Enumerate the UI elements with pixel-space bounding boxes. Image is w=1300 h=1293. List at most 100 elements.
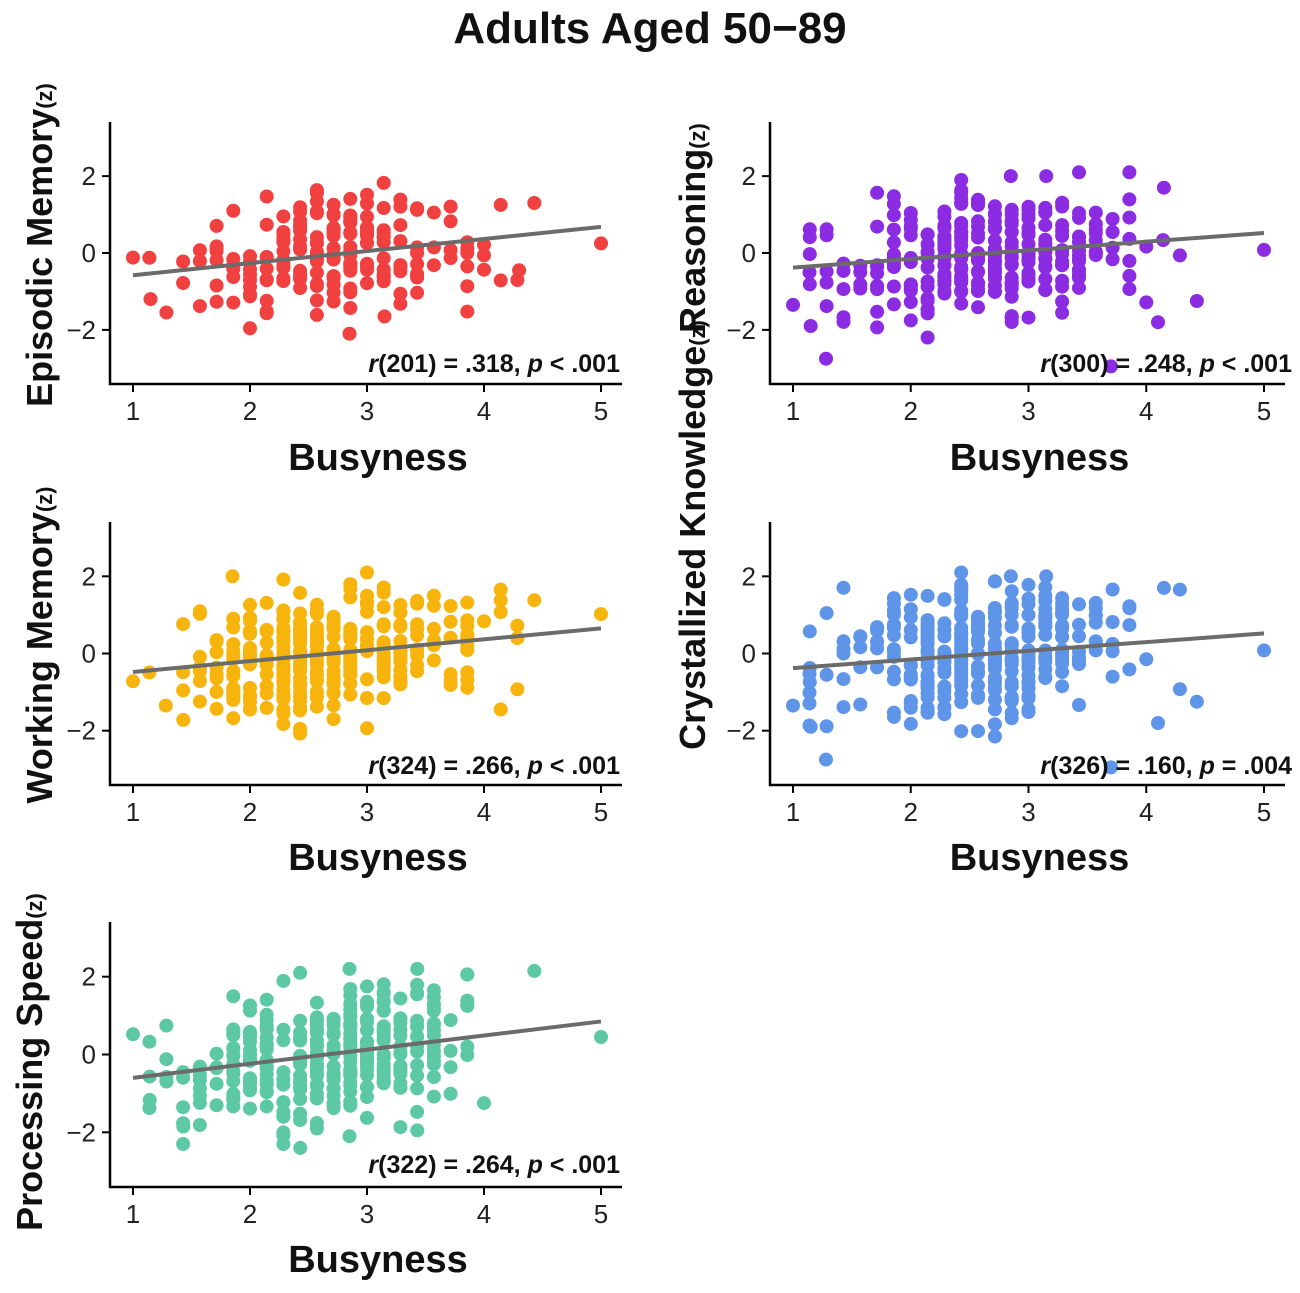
- r-symbol: r: [368, 752, 379, 780]
- data-point: [1038, 218, 1053, 233]
- data-point: [886, 628, 901, 643]
- data-point: [1122, 268, 1137, 283]
- x-tick-label: 2: [243, 1199, 257, 1229]
- data-point: [1004, 638, 1019, 653]
- data-point: [870, 266, 885, 281]
- data-point: [259, 1039, 274, 1054]
- data-point: [937, 204, 952, 219]
- data-point: [870, 623, 885, 638]
- r-symbol: r: [1040, 350, 1051, 378]
- data-point: [192, 254, 207, 269]
- data-point: [376, 585, 391, 600]
- data-point: [870, 185, 885, 200]
- r-value: (322) = .264,: [378, 1151, 527, 1179]
- data-point: [836, 580, 851, 595]
- data-point: [477, 614, 491, 629]
- data-point: [343, 1075, 358, 1090]
- data-point: [176, 1100, 191, 1115]
- data-point: [1055, 679, 1070, 694]
- data-point: [1004, 275, 1019, 290]
- data-point: [192, 243, 207, 258]
- data-point: [1004, 289, 1019, 304]
- data-point: [326, 277, 341, 292]
- data-point: [410, 1104, 425, 1119]
- x-tick-label: 1: [786, 797, 800, 827]
- data-point: [377, 309, 392, 324]
- data-point: [293, 232, 308, 247]
- data-point: [853, 697, 868, 712]
- data-point: [259, 261, 274, 276]
- data-point: [293, 585, 308, 600]
- data-point: [326, 1025, 341, 1040]
- data-point: [410, 1081, 425, 1096]
- data-point: [243, 1003, 257, 1018]
- data-point: [326, 1081, 341, 1096]
- data-point: [443, 214, 458, 229]
- y-axis-label-sub: (z): [22, 893, 47, 919]
- data-point: [971, 275, 985, 290]
- data-point: [1072, 254, 1086, 269]
- data-point: [209, 294, 224, 309]
- data-point: [393, 192, 408, 207]
- data-point: [1055, 656, 1070, 671]
- data-point: [259, 992, 274, 1007]
- data-point: [802, 696, 817, 711]
- data-point: [493, 197, 508, 212]
- data-point: [410, 977, 425, 992]
- data-point: [259, 272, 274, 287]
- data-point: [527, 196, 542, 210]
- data-point: [293, 679, 308, 694]
- data-point: [376, 1025, 391, 1040]
- data-point: [460, 967, 475, 982]
- data-point: [426, 588, 441, 603]
- y-tick-label: 0: [82, 238, 96, 268]
- data-point: [142, 1101, 157, 1116]
- data-point: [1038, 272, 1053, 286]
- data-point: [954, 609, 969, 624]
- data-point: [226, 669, 241, 684]
- data-point: [987, 618, 1002, 633]
- data-point: [460, 613, 475, 628]
- regression-line: [132, 1019, 602, 1080]
- data-point: [243, 623, 257, 638]
- data-point: [477, 1096, 491, 1111]
- data-point: [1021, 691, 1036, 706]
- data-point: [903, 610, 918, 625]
- data-point: [1189, 694, 1204, 709]
- data-point: [209, 278, 224, 293]
- data-point: [293, 965, 308, 980]
- data-point: [326, 712, 341, 727]
- data-point: [276, 633, 291, 647]
- data-point: [342, 1129, 357, 1144]
- regression-line: [132, 224, 602, 278]
- x-tick-label: 5: [594, 396, 608, 426]
- data-point: [326, 226, 341, 241]
- y-tick-label: −2: [726, 716, 756, 746]
- data-point: [1004, 250, 1019, 265]
- r-value: (201) = .318,: [378, 350, 527, 378]
- data-point: [376, 600, 391, 615]
- data-point: [920, 628, 935, 642]
- data-point: [1021, 649, 1036, 664]
- data-point: [836, 700, 851, 715]
- data-point: [426, 1070, 441, 1085]
- data-point: [802, 277, 817, 292]
- data-point: [870, 320, 885, 335]
- data-point: [226, 711, 241, 726]
- data-point: [243, 641, 257, 656]
- data-point: [937, 629, 952, 644]
- data-point: [360, 236, 374, 251]
- data-point: [1088, 217, 1103, 232]
- data-point: [1139, 652, 1154, 667]
- data-point: [443, 614, 458, 629]
- data-point: [819, 667, 834, 682]
- data-point: [376, 657, 391, 672]
- data-point: [276, 670, 291, 685]
- data-point: [410, 617, 425, 632]
- data-point: [954, 173, 969, 187]
- data-point: [870, 641, 885, 656]
- data-point: [819, 606, 834, 621]
- data-point: [1055, 258, 1070, 273]
- data-point: [343, 628, 358, 643]
- data-point: [987, 692, 1002, 707]
